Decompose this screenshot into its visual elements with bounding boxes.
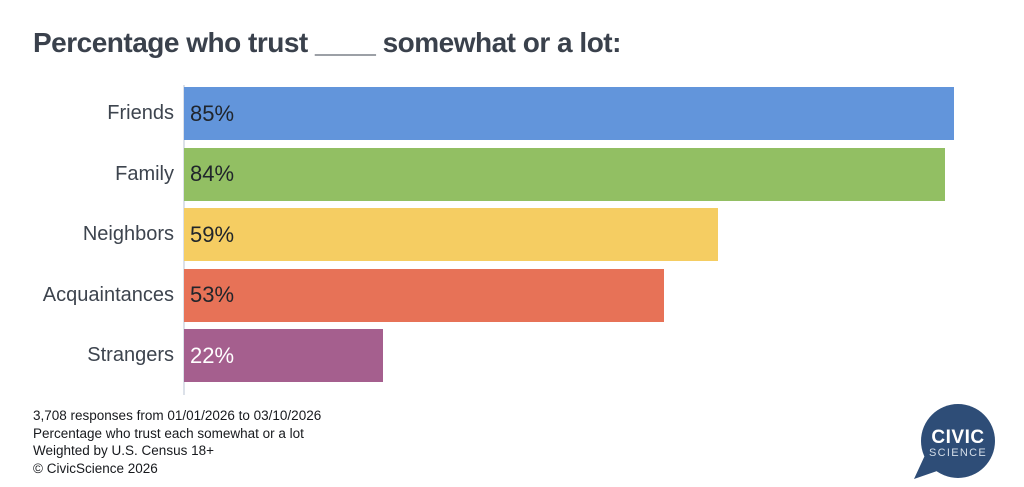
- speech-bubble-tail-icon: [914, 453, 940, 479]
- value-label: 53%: [190, 282, 235, 307]
- footer-line: © CivicScience 2026: [33, 460, 158, 476]
- bar-row: Strangers 22%: [0, 329, 958, 382]
- civicscience-logo: CIVIC SCIENCE: [910, 398, 1000, 486]
- bar-track: 53%: [184, 268, 958, 322]
- chart-title: Percentage who trust ____ somewhat or a …: [33, 27, 621, 58]
- value-label: 59%: [190, 221, 235, 247]
- bar-row: Family 84%: [0, 147, 958, 201]
- bar-row: Neighbors 59%: [0, 208, 958, 261]
- category-label: Family: [115, 162, 174, 185]
- bar-track: 59%: [184, 208, 958, 261]
- bar: 85%: [184, 87, 954, 140]
- value-label: 85%: [190, 100, 235, 126]
- footer-notes: 3,708 responses from 01/01/2026 to 03/10…: [33, 407, 321, 477]
- footer-line: Percentage who trust each somewhat or a …: [33, 425, 304, 441]
- logo-text-science: SCIENCE: [929, 447, 987, 459]
- footer-line: 3,708 responses from 01/01/2026 to 03/10…: [33, 408, 322, 423]
- bar: 59%: [184, 208, 719, 261]
- value-label: 22%: [190, 342, 235, 368]
- value-label: 84%: [190, 161, 235, 186]
- category-label: Friends: [107, 102, 174, 124]
- category-label: Neighbors: [82, 223, 174, 245]
- footer-line: Weighted by U.S. Census 18+: [33, 443, 214, 459]
- bar-track: 84%: [184, 147, 958, 201]
- logo-text-civic: CIVIC: [931, 427, 984, 448]
- speech-bubble-icon: [921, 404, 995, 478]
- category-label: Strangers: [87, 344, 174, 366]
- bar-track: 22%: [184, 329, 958, 382]
- bar-chart: Friends 85% Family 84% Neighbors 59% Acq…: [0, 87, 958, 390]
- bar-row: Friends 85%: [0, 87, 958, 140]
- bar-row: Acquaintances 53%: [0, 268, 958, 322]
- category-label: Acquaintances: [42, 283, 174, 306]
- bar: 53%: [184, 268, 665, 322]
- bar: 22%: [184, 329, 384, 382]
- bar: 84%: [184, 147, 945, 201]
- bar-track: 85%: [184, 87, 958, 140]
